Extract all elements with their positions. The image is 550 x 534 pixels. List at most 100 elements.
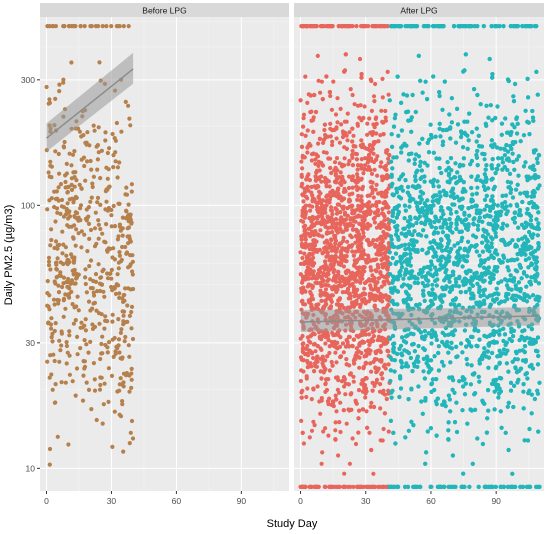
data-point xyxy=(352,300,357,305)
data-point xyxy=(382,194,387,199)
data-point xyxy=(55,297,60,303)
data-point xyxy=(318,90,323,95)
data-point xyxy=(86,387,92,392)
data-point xyxy=(121,322,126,327)
data-point xyxy=(375,173,380,178)
data-point xyxy=(327,368,332,373)
data-point xyxy=(382,200,387,205)
data-point xyxy=(70,302,75,307)
data-point xyxy=(302,228,307,233)
data-point xyxy=(316,163,321,168)
data-point xyxy=(315,384,320,389)
data-point xyxy=(65,201,70,206)
data-point xyxy=(86,214,91,219)
data-point xyxy=(61,281,66,286)
data-point xyxy=(323,224,328,229)
data-point xyxy=(127,116,132,121)
data-point xyxy=(303,277,308,282)
data-point xyxy=(340,290,345,295)
data-point xyxy=(56,290,62,295)
data-point xyxy=(115,346,120,351)
data-point xyxy=(305,150,310,155)
data-point xyxy=(117,201,122,206)
data-point xyxy=(63,173,68,178)
data-point xyxy=(325,399,331,404)
data-point xyxy=(121,299,126,304)
data-point xyxy=(403,435,408,440)
data-point xyxy=(83,267,88,272)
data-point xyxy=(369,447,374,453)
data-point xyxy=(355,258,360,263)
data-point xyxy=(310,204,315,209)
data-point xyxy=(455,122,461,127)
data-point xyxy=(336,484,341,489)
data-point xyxy=(70,152,76,157)
data-point xyxy=(339,229,345,234)
data-point xyxy=(98,356,103,362)
data-point xyxy=(329,359,334,365)
data-point xyxy=(359,166,364,171)
data-point xyxy=(89,167,94,172)
data-point xyxy=(357,115,362,120)
data-point xyxy=(324,199,329,204)
data-point xyxy=(53,260,59,265)
data-point xyxy=(47,446,53,452)
data-point xyxy=(333,428,338,433)
data-point xyxy=(316,78,321,83)
data-point xyxy=(108,271,113,276)
data-point xyxy=(381,426,386,432)
data-point xyxy=(321,305,326,310)
data-point xyxy=(125,303,130,308)
data-point xyxy=(49,237,54,243)
data-point xyxy=(80,398,86,403)
data-point xyxy=(349,407,354,412)
data-point xyxy=(300,255,305,261)
data-point xyxy=(336,175,341,180)
data-point xyxy=(99,351,104,356)
data-point xyxy=(372,215,377,220)
data-point xyxy=(312,184,317,189)
data-point xyxy=(351,218,356,224)
data-point xyxy=(129,371,134,376)
data-point xyxy=(120,233,125,238)
data-point xyxy=(307,178,312,183)
data-point xyxy=(45,359,50,364)
data-point xyxy=(58,348,63,353)
data-point xyxy=(371,359,376,364)
data-point xyxy=(370,190,375,195)
data-point xyxy=(49,196,54,201)
data-point xyxy=(128,253,133,258)
data-point xyxy=(300,430,305,435)
data-point xyxy=(73,243,78,248)
data-point xyxy=(334,289,339,294)
data-point xyxy=(61,275,67,280)
data-point xyxy=(94,417,99,423)
data-point xyxy=(420,90,425,95)
data-point xyxy=(94,144,99,149)
data-point xyxy=(362,265,367,270)
data-point xyxy=(302,288,307,293)
data-point xyxy=(116,317,121,322)
data-point xyxy=(385,69,390,74)
data-point xyxy=(344,146,349,151)
data-point xyxy=(129,221,134,226)
data-point xyxy=(299,484,304,489)
data-point xyxy=(109,267,114,272)
data-point xyxy=(380,274,385,279)
data-point xyxy=(379,108,384,113)
data-point xyxy=(358,208,363,213)
data-point xyxy=(378,133,383,138)
data-point xyxy=(361,230,366,236)
data-point xyxy=(129,326,134,331)
data-point xyxy=(100,24,105,29)
data-point xyxy=(313,178,319,183)
data-point xyxy=(118,376,123,381)
data-point xyxy=(61,214,67,219)
data-point xyxy=(320,234,325,239)
data-point xyxy=(387,226,392,232)
data-point xyxy=(61,242,66,247)
data-point xyxy=(358,304,363,309)
data-point xyxy=(362,286,367,291)
data-point xyxy=(475,223,480,228)
data-point xyxy=(309,109,314,114)
